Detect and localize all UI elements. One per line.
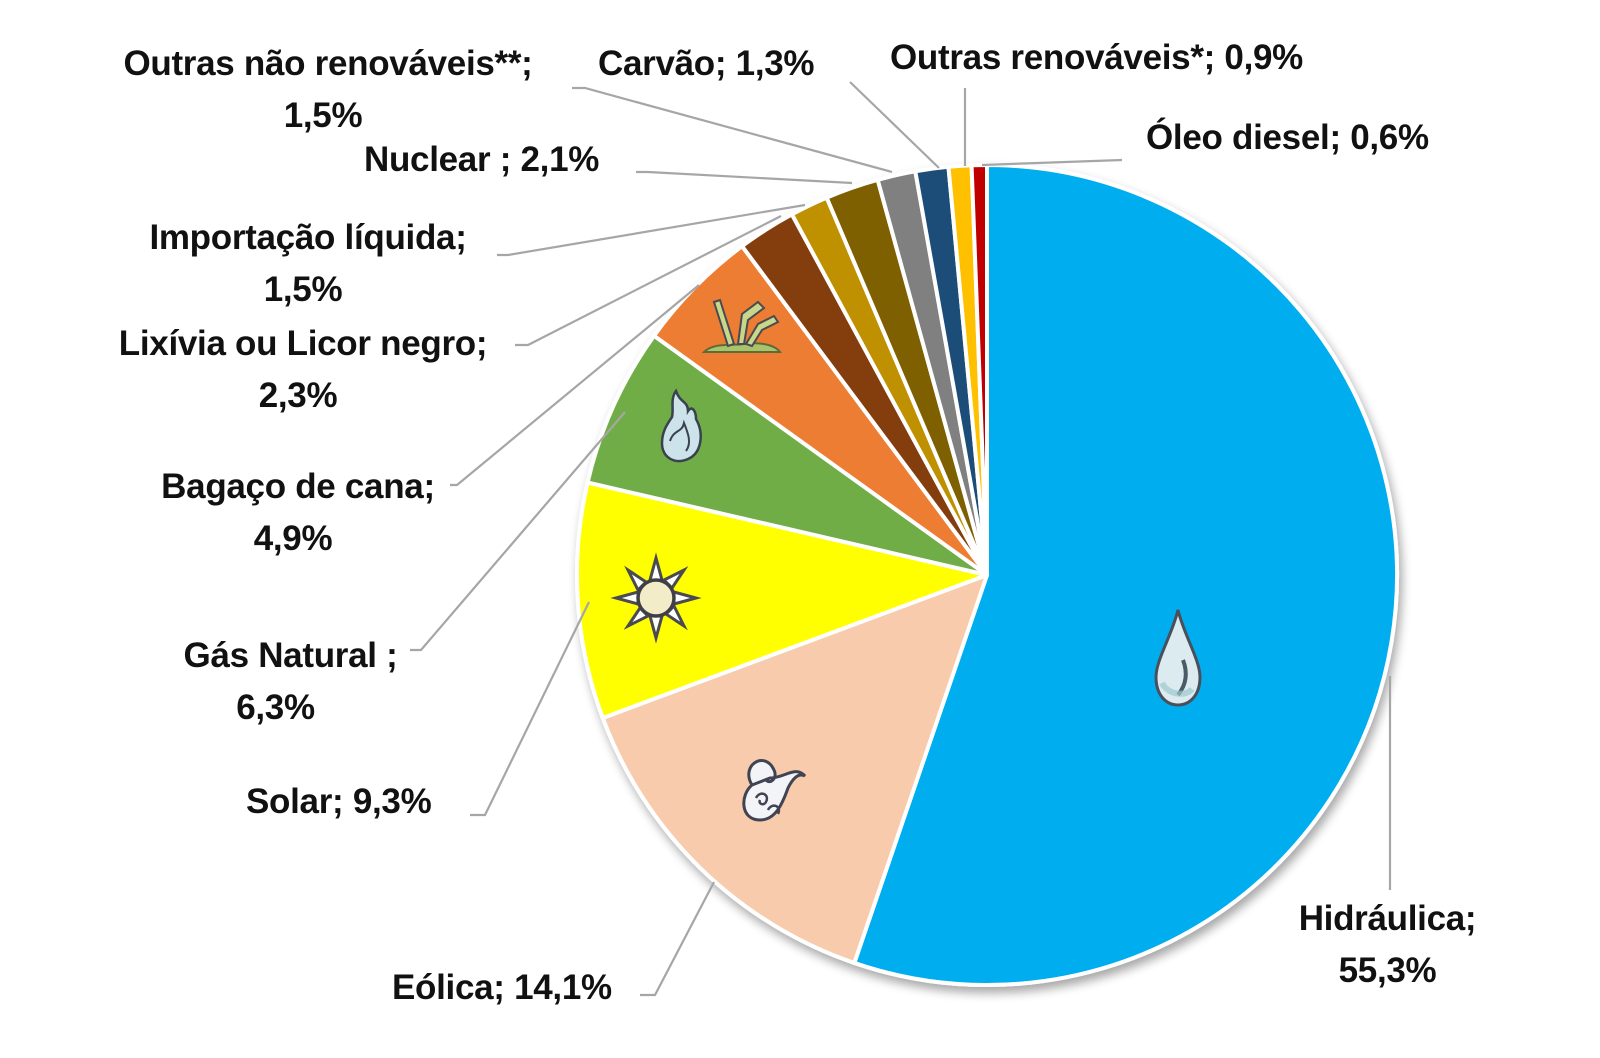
label-nuclear: Nuclear ; 2,1% (364, 134, 599, 186)
label-outras-nao-renovaveis: Outras não renováveis**; 1,5% (88, 38, 568, 142)
wind-icon (742, 759, 807, 822)
label-outras-renovaveis: Outras renováveis*; 0,9% (890, 32, 1303, 84)
label-bagaco: Bagaço de cana; 4,9% (148, 461, 448, 565)
label-oleo-diesel: Óleo diesel; 0,6% (1146, 112, 1429, 164)
pie-slice-eolica (600, 573, 989, 965)
leader-line-eolica (640, 881, 715, 997)
leader-line-solar (470, 601, 590, 817)
leader-line-gas-natural (410, 411, 626, 652)
label-importacao: Importação líquida; 1,5% (118, 212, 498, 316)
label-lixivia-value: 2,3% (258, 376, 338, 415)
label-solar: Solar; 9,3% (246, 776, 432, 828)
label-carvao: Carvão; 1,3% (598, 38, 815, 90)
label-eolica-text: Eólica; 14,1% (392, 968, 612, 1007)
pie-slice-hidraulica (852, 163, 1399, 987)
label-importacao-name: Importação líquida; (149, 218, 467, 257)
label-eolica: Eólica; 14,1% (392, 962, 612, 1014)
label-outras-nao-renovaveis-name: Outras não renováveis**; (123, 44, 533, 83)
leader-line-importacao (497, 203, 806, 257)
leader-line-lixivia (515, 215, 782, 347)
leader-line-oleo-diesel (981, 158, 1123, 167)
pie-slice-gas-natural (585, 333, 989, 577)
leader-line-bagaco (450, 284, 700, 487)
label-oleo-diesel-text: Óleo diesel; 0,6% (1146, 118, 1429, 157)
leader-line-nuclear (636, 170, 853, 185)
flame-icon (660, 388, 702, 463)
label-lixivia: Lixívia ou Licor negro; 2,3% (98, 318, 508, 422)
water-drop-icon (1154, 609, 1202, 707)
label-hidraulica-name: Hidráulica; (1298, 899, 1477, 938)
label-outras-nao-renovaveis-value: 1,5% (283, 96, 363, 135)
leader-line-carvao (849, 81, 940, 169)
pie-slice-solar (575, 480, 989, 720)
label-gas-natural-value: 6,3% (236, 688, 315, 727)
label-hidraulica-value: 55,3% (1338, 951, 1437, 990)
label-bagaco-name: Bagaço de cana; (161, 467, 435, 506)
label-solar-text: Solar; 9,3% (246, 782, 432, 821)
label-lixivia-name: Lixívia ou Licor negro; (118, 324, 488, 363)
label-gas-natural: Gás Natural ; 6,3% (168, 630, 413, 734)
label-carvao-text: Carvão; 1,3% (598, 44, 815, 83)
label-importacao-value: 1,5% (263, 270, 343, 309)
label-nuclear-text: Nuclear ; 2,1% (364, 140, 600, 179)
sun-icon (610, 552, 702, 644)
label-bagaco-value: 4,9% (253, 519, 333, 558)
sugarcane-icon (701, 298, 783, 353)
leader-line-outras-nao-renovaveis (572, 86, 893, 174)
label-outras-renovaveis-text: Outras renováveis*; 0,9% (890, 38, 1304, 77)
label-gas-natural-name: Gás Natural ; (183, 636, 398, 675)
pie-slices (575, 162, 1399, 987)
leader-lines (410, 81, 1392, 997)
label-hidraulica: Hidráulica; 55,3% (1285, 893, 1490, 997)
